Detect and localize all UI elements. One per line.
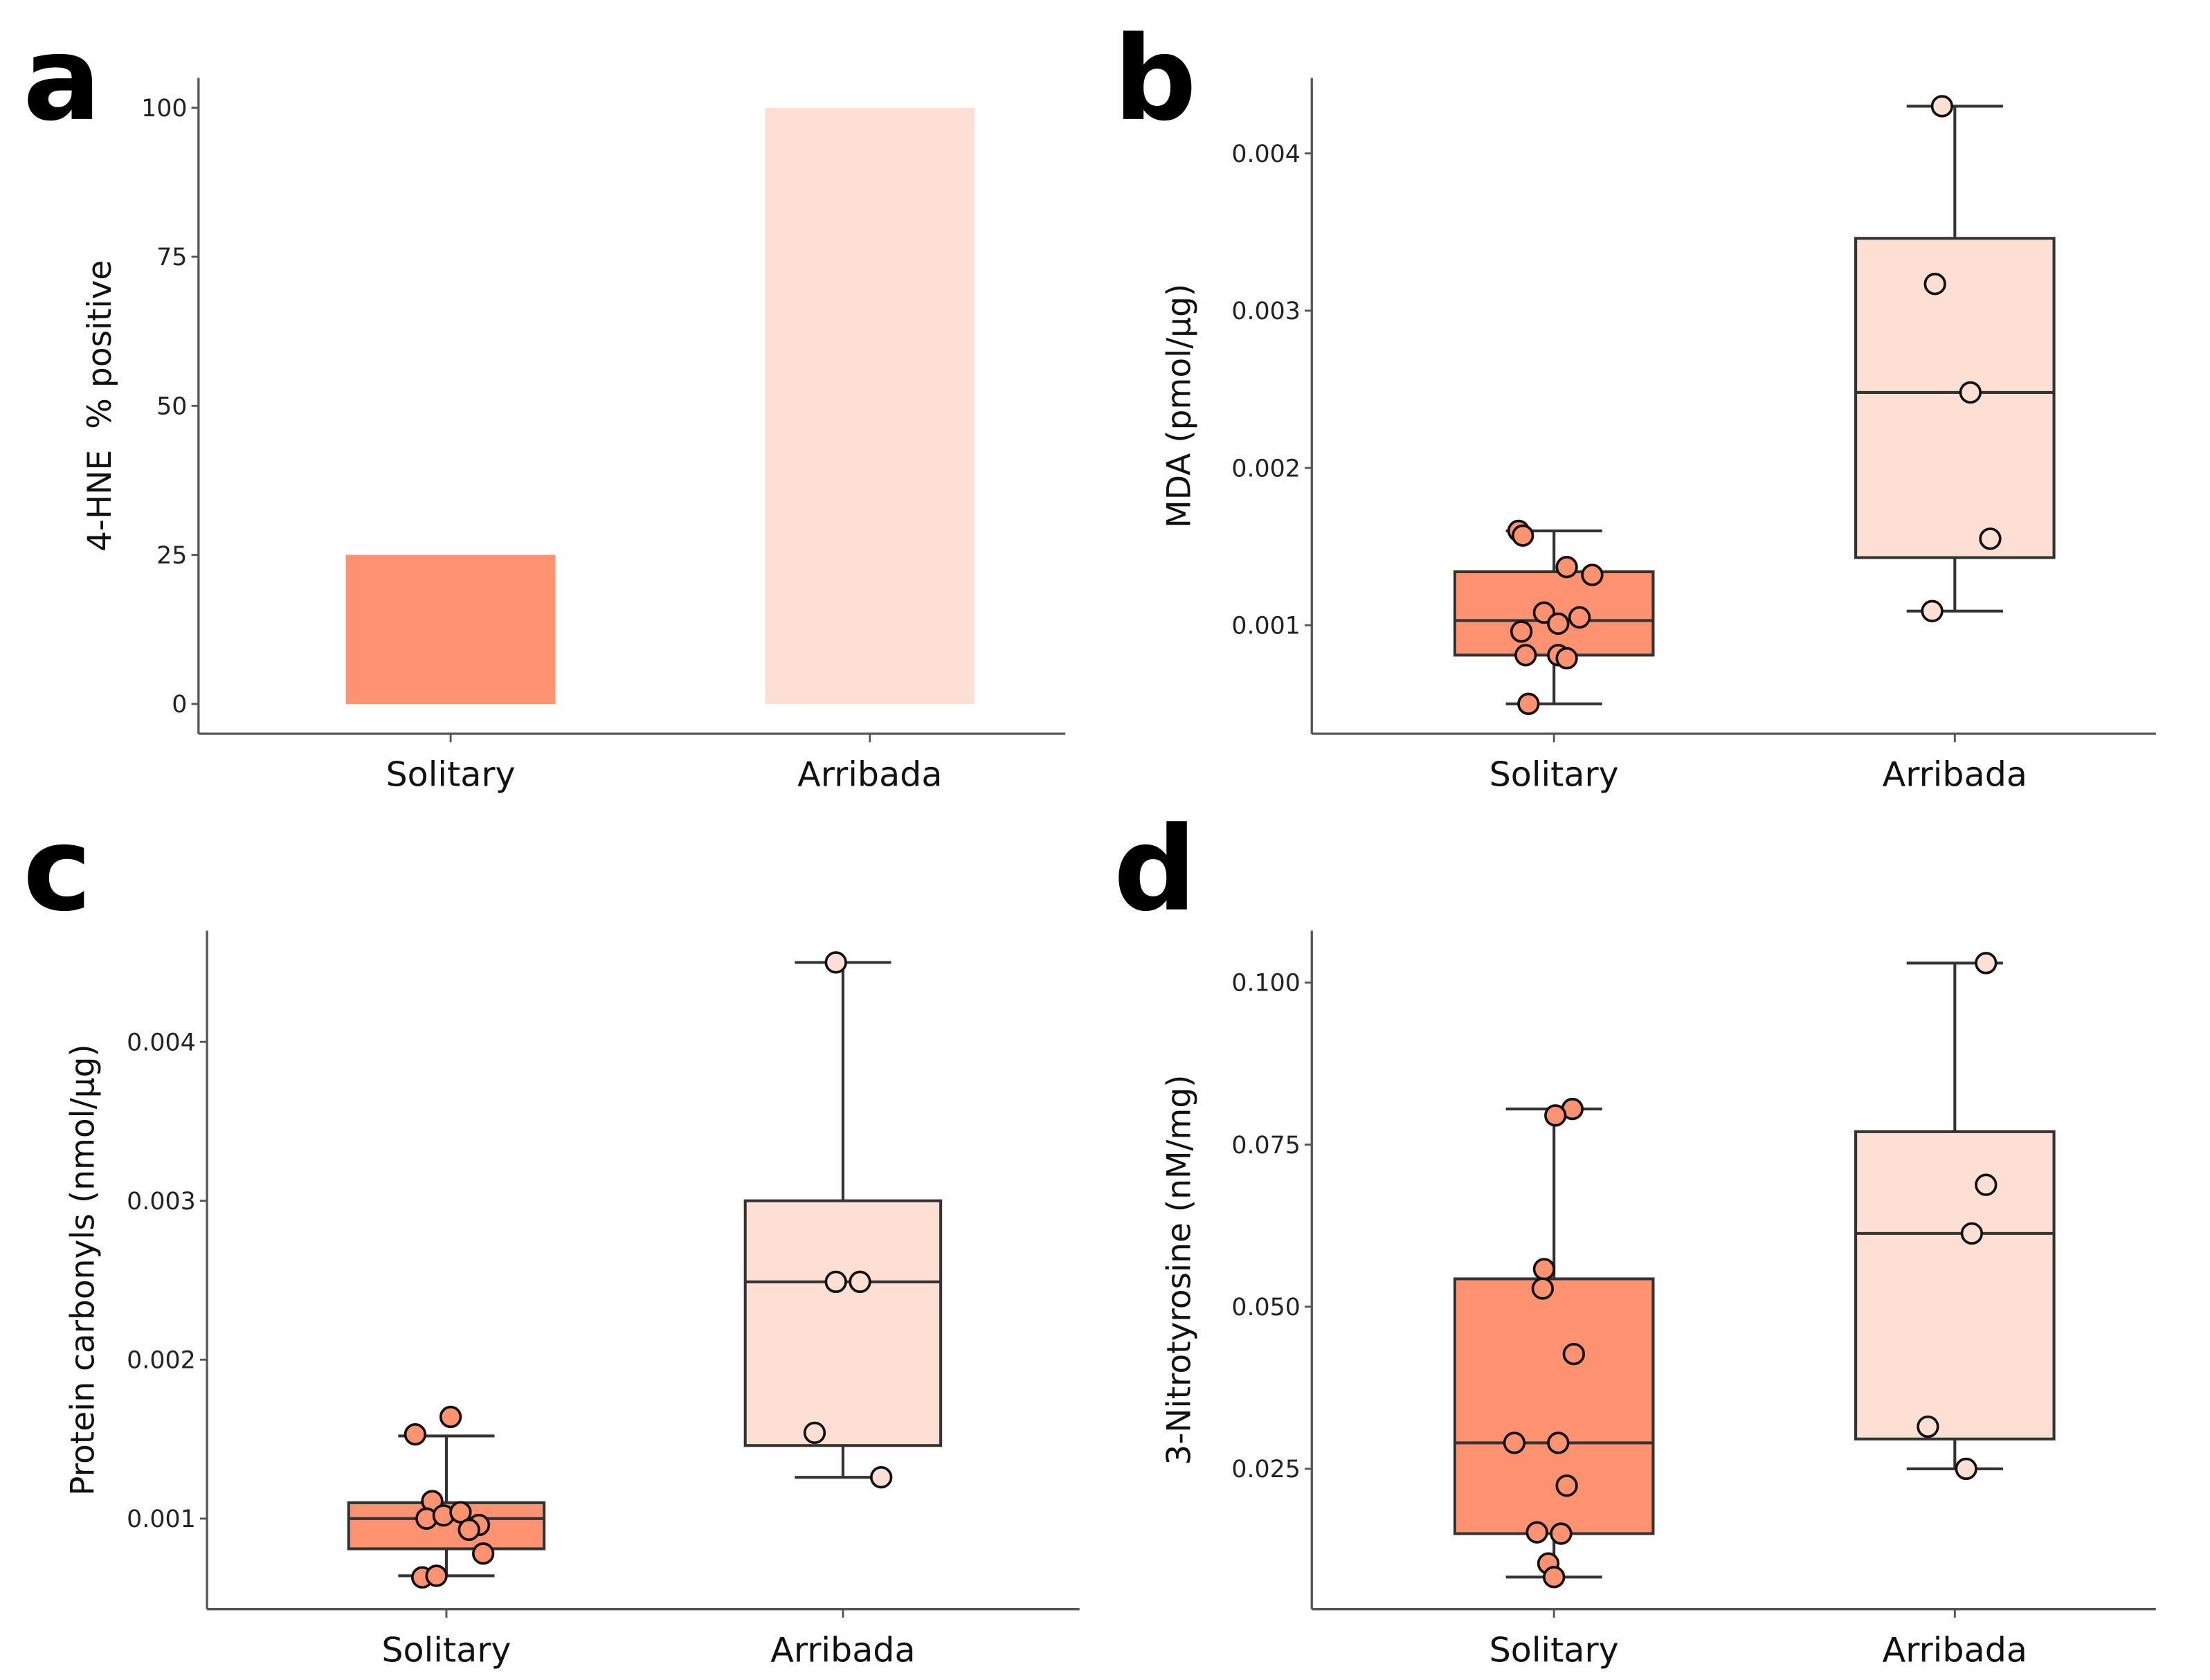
data-point <box>471 1542 495 1565</box>
panel-letter-b: b <box>1114 11 1197 147</box>
data-point <box>803 1421 826 1445</box>
bar-solitary <box>345 554 556 704</box>
y-tick-label: 0.002 <box>1231 455 1301 482</box>
data-point <box>1955 1457 1977 1481</box>
x-tick-label-solitary: Solitary <box>386 755 516 795</box>
data-point <box>404 1423 427 1446</box>
data-point <box>1547 612 1570 635</box>
y-tick-label: 0.075 <box>1231 1132 1301 1159</box>
panel-c: 0.001 0.002 0.003 0.004 Protein carbonyls (n… <box>64 930 1080 1670</box>
data-point <box>458 1518 480 1542</box>
x-tick-label-solitary: Solitary <box>381 1629 511 1670</box>
data-point <box>1544 1104 1567 1127</box>
y-tick-label: 0 <box>172 691 187 719</box>
data-point <box>1975 1173 1998 1196</box>
data-point <box>1532 1258 1556 1281</box>
data-point <box>1512 524 1534 547</box>
x-tick-label-solitary: Solitary <box>1489 755 1619 795</box>
panel-letter-c: c <box>23 802 91 937</box>
boxplot-arribada <box>1854 95 2056 622</box>
boxplot-solitary <box>1453 519 1655 716</box>
x-tick-label-arribada: Arribada <box>1883 755 2027 795</box>
y-axis-label: Protein carbonyls (nmol/µg) <box>64 1044 102 1496</box>
y-tick-label: 0.100 <box>1231 970 1301 997</box>
panel-a: 0 25 50 75 100 4-HNE % positive Solitary Arriba… <box>81 78 1066 795</box>
data-point <box>1975 952 1998 975</box>
data-point <box>1531 1277 1554 1300</box>
boxplot-arribada <box>1854 952 2056 1481</box>
x-tick-label-solitary: Solitary <box>1489 1629 1619 1670</box>
data-point <box>824 951 847 974</box>
y-tick-label: 0.002 <box>127 1347 196 1375</box>
data-point <box>1562 1342 1586 1366</box>
y-tick-label: 100 <box>141 95 187 123</box>
box-iqr <box>1854 1130 2056 1440</box>
data-point <box>1960 1222 1984 1245</box>
y-tick-label: 50 <box>156 393 187 421</box>
data-point <box>1517 692 1540 716</box>
data-point <box>1547 1431 1570 1454</box>
data-point <box>1525 1521 1548 1544</box>
data-point <box>439 1405 462 1429</box>
data-point <box>1921 599 1944 622</box>
data-point <box>1543 1566 1566 1589</box>
data-point <box>849 1270 871 1293</box>
data-point <box>1503 1431 1526 1454</box>
panel-b: 0.001 0.002 0.003 0.004 MDA (pmol/µg) Solitar… <box>1160 78 2156 795</box>
x-tick-label-arribada: Arribada <box>797 755 942 795</box>
data-point <box>1917 1415 1939 1438</box>
y-axis-label: 3-Nitrotyrosine (nM/mg) <box>1160 1075 1198 1465</box>
panel-letter-a: a <box>23 11 101 147</box>
x-tick-label-arribada: Arribada <box>1883 1629 2027 1670</box>
data-point <box>1514 644 1537 667</box>
box-iqr <box>1453 1277 1655 1535</box>
y-tick-label: 25 <box>156 542 187 570</box>
y-axis-label: 4-HNE % positive <box>81 260 119 552</box>
data-point <box>449 1501 472 1524</box>
y-tick-label: 0.050 <box>1231 1294 1301 1321</box>
y-tick-label: 0.001 <box>127 1506 196 1533</box>
data-point <box>1979 527 2002 550</box>
panel-letter-d: d <box>1114 802 1197 937</box>
data-point <box>1923 273 1946 296</box>
bar-arribada <box>765 107 975 704</box>
data-point <box>870 1465 893 1489</box>
x-tick-label-arribada: Arribada <box>770 1629 915 1670</box>
boxplot-solitary <box>1453 1097 1655 1589</box>
y-tick-label: 0.001 <box>1231 613 1301 640</box>
y-tick-label: 0.004 <box>127 1029 196 1056</box>
box-iqr <box>743 1199 943 1447</box>
y-tick-label: 75 <box>156 244 187 271</box>
y-tick-label: 0.003 <box>127 1188 196 1216</box>
data-point <box>1555 556 1578 579</box>
y-axis-label: MDA (pmol/µg) <box>1160 284 1198 528</box>
data-point <box>1568 606 1591 629</box>
data-point <box>1959 381 1982 404</box>
box-iqr <box>1854 237 2056 559</box>
boxplot-solitary <box>347 1405 546 1589</box>
data-point <box>1930 95 1954 118</box>
box-iqr <box>1453 570 1655 657</box>
data-point <box>1510 620 1533 643</box>
data-point <box>824 1270 847 1293</box>
boxplot-arribada <box>743 951 943 1489</box>
data-point <box>1550 1522 1573 1545</box>
data-point <box>1555 647 1578 670</box>
data-point <box>1581 563 1604 586</box>
y-tick-label: 0.003 <box>1231 298 1301 325</box>
data-point <box>1555 1474 1578 1497</box>
y-tick-label: 0.004 <box>1231 141 1301 168</box>
data-point <box>425 1564 448 1587</box>
y-tick-label: 0.025 <box>1231 1456 1301 1483</box>
panel-d: 0.025 0.050 0.075 0.100 3-Nitrotyrosine (nM/… <box>1160 930 2156 1670</box>
